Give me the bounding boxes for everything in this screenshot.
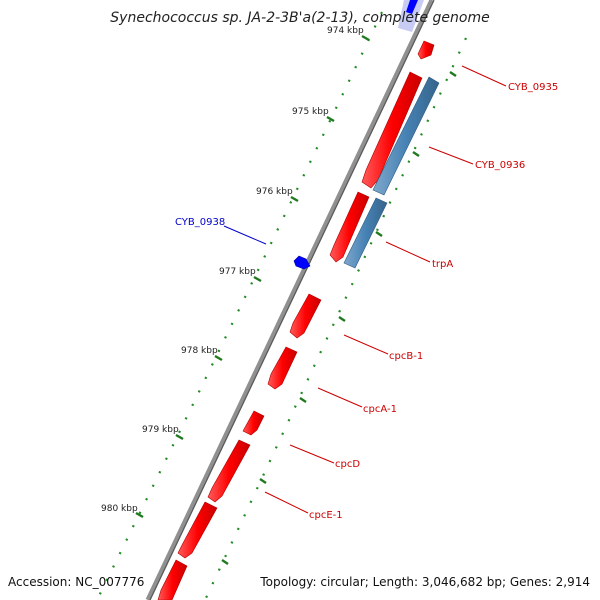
gene-label-cyb-0938: CYB_0938 bbox=[175, 217, 225, 228]
tick-label: 978 kbp bbox=[181, 346, 218, 356]
leader-cpce-1 bbox=[264, 491, 309, 514]
blue-track-features bbox=[343, 76, 440, 269]
gene-label-cpcb-1: cpcB-1 bbox=[389, 351, 423, 362]
gene-label-cpca-1: cpcA-1 bbox=[363, 404, 397, 415]
leader-cpcb-1 bbox=[343, 334, 389, 355]
feature-trpa-track bbox=[343, 197, 388, 269]
feature-top-light bbox=[398, 0, 424, 32]
major-tick bbox=[214, 354, 223, 362]
feature-cpce-1 bbox=[207, 439, 251, 503]
major-tick bbox=[175, 433, 184, 441]
major-ticks bbox=[135, 34, 457, 565]
inner-tick bbox=[299, 397, 307, 403]
accession-text: Accession: NC_007776 bbox=[8, 575, 144, 589]
inner-tick bbox=[259, 478, 267, 484]
feature-cpca-1 bbox=[267, 346, 298, 390]
feature-trpa bbox=[329, 191, 370, 263]
gene-label-trpa: trpA bbox=[432, 259, 453, 270]
feature-unnamed-2 bbox=[157, 559, 188, 600]
feature-cpcb-1 bbox=[289, 293, 322, 339]
inner-tick bbox=[412, 151, 420, 157]
inner-tick bbox=[338, 316, 346, 322]
major-tick bbox=[361, 34, 370, 42]
major-tick bbox=[326, 115, 335, 123]
tick-label: 980 kbp bbox=[101, 504, 138, 514]
leader-cpcd bbox=[289, 444, 335, 464]
inner-tick bbox=[449, 71, 457, 77]
feature-cyb-0936 bbox=[361, 71, 423, 189]
major-tick bbox=[253, 275, 262, 283]
leader-cyb-0935 bbox=[461, 65, 507, 87]
tick-label: 975 kbp bbox=[292, 107, 329, 117]
gene-label-cyb-0935: CYB_0935 bbox=[508, 82, 558, 93]
leader-cyb-0936 bbox=[428, 146, 474, 165]
feature-cpcd bbox=[242, 410, 265, 436]
feature-top-blue bbox=[406, 0, 418, 14]
genome-summary-text: Topology: circular; Length: 3,046,682 bp… bbox=[259, 575, 590, 589]
tick-label: 974 kbp bbox=[327, 26, 364, 36]
top-features bbox=[398, 0, 424, 32]
leader-cyb-0938 bbox=[223, 225, 267, 245]
tick-label: 979 kbp bbox=[142, 425, 179, 435]
feature-cyb-0935 bbox=[417, 40, 435, 60]
map-title: Synechococcus sp. JA-2-3B'a(2-13), compl… bbox=[110, 10, 489, 26]
inner-tick bbox=[375, 231, 383, 237]
feature-unnamed-1 bbox=[177, 501, 218, 559]
genome-backbone bbox=[145, 0, 435, 600]
forward-features bbox=[157, 40, 435, 600]
tick-label: 976 kbp bbox=[256, 187, 293, 197]
feature-cyb-0936-track bbox=[372, 76, 440, 196]
major-tick bbox=[290, 195, 299, 203]
gene-label-cpce-1: cpcE-1 bbox=[309, 510, 343, 521]
gene-labels: CYB_0935 CYB_0936 trpA CYB_0938 cpcB-1 c… bbox=[175, 82, 558, 521]
leader-cpca-1 bbox=[317, 387, 363, 408]
tick-labels: 974 kbp 975 kbp 976 kbp 977 kbp 978 kbp … bbox=[101, 26, 364, 514]
tick-label: 977 kbp bbox=[219, 267, 256, 277]
gene-label-cyb-0936: CYB_0936 bbox=[475, 160, 525, 171]
leader-trpa bbox=[385, 241, 431, 263]
gene-label-cpcd: cpcD bbox=[335, 459, 360, 470]
inner-tick bbox=[221, 559, 229, 565]
feature-cyb-0938 bbox=[293, 255, 311, 270]
major-tick bbox=[135, 511, 144, 519]
leader-lines bbox=[223, 65, 507, 514]
